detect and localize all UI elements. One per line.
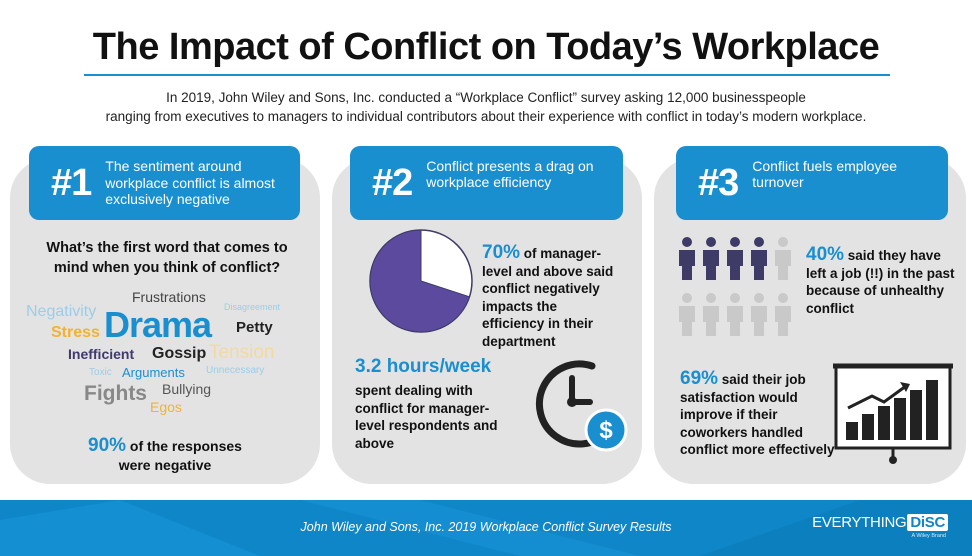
word-disagreement: Disagreement xyxy=(224,302,281,312)
brand-right: DiSC xyxy=(907,514,948,531)
word-bullying: Bullying xyxy=(162,381,212,397)
word-toxic: Toxic xyxy=(89,367,112,378)
intro-text: In 2019, John Wiley and Sons, Inc. condu… xyxy=(40,88,932,126)
word-stress: Stress xyxy=(51,324,100,341)
page-title: The Impact of Conflict on Today’s Workpl… xyxy=(92,26,880,68)
turnover-text: said they have left a job (!!) in the pa… xyxy=(806,248,955,316)
brand-sub: A Wiley Brand xyxy=(911,533,946,539)
title-divider xyxy=(84,74,890,76)
person-icon xyxy=(751,293,767,336)
word-tension: Tension xyxy=(209,342,275,363)
word-unnecessary: Unnecessary xyxy=(206,365,265,376)
satisfaction-stat: 69% said their job satisfaction would im… xyxy=(680,368,840,459)
word-gossip: Gossip xyxy=(152,345,207,362)
turnover-stat: 40% said they have left a job (!!) in th… xyxy=(806,244,956,317)
pie-slice-70 xyxy=(369,229,471,333)
person-icon xyxy=(679,237,695,280)
word-inefficient: Inefficient xyxy=(68,346,135,362)
person-icon xyxy=(775,293,791,336)
word-petty: Petty xyxy=(236,319,273,336)
people-icon-grid xyxy=(679,237,791,336)
panel-3-heading: Conflict fuels employee turnover xyxy=(752,157,898,191)
person-icon xyxy=(727,237,743,280)
panel-1-number: #1 xyxy=(51,161,92,204)
satisfaction-value: 69% xyxy=(680,368,719,389)
negative-responses-value: 90% xyxy=(88,435,127,456)
svg-text:$: $ xyxy=(599,417,613,444)
panel-1-header: #1 The sentiment around workplace confli… xyxy=(29,146,300,220)
panel-2-heading: Conflict presents a drag on workplace ef… xyxy=(426,157,594,191)
footer-banner: John Wiley and Sons, Inc. 2019 Workplace… xyxy=(0,500,972,556)
brand-logo: EVERYTHING DiSC xyxy=(812,514,948,531)
person-icon xyxy=(727,293,743,336)
person-icon xyxy=(703,237,719,280)
word-egos: Egos xyxy=(150,399,182,415)
hours-text: spent dealing with conflict for manager-… xyxy=(355,383,498,451)
clock-money-icon: $ xyxy=(535,360,628,452)
word-arguments: Arguments xyxy=(122,365,185,380)
panel-1-heading: The sentiment around workplace conflict … xyxy=(105,158,275,208)
word-fights: Fights xyxy=(84,382,147,405)
growth-chart-board-icon xyxy=(833,363,953,464)
person-icon xyxy=(775,237,791,280)
satisfaction-text: said their job satisfaction would improv… xyxy=(680,372,835,457)
efficiency-value: 70% xyxy=(482,242,521,263)
negative-responses-text-2: were negative xyxy=(118,457,212,473)
negative-responses-stat: 90% of the responses were negative xyxy=(50,436,280,475)
brand-left: EVERYTHING xyxy=(812,514,907,531)
word-frustrations: Frustrations xyxy=(132,289,206,305)
hours-value: 3.2 hours/week xyxy=(355,356,492,377)
negative-responses-text-1: of the responses xyxy=(126,438,242,454)
person-icon xyxy=(703,293,719,336)
panel-3-number: #3 xyxy=(698,161,739,204)
conflict-question: What’s the first word that comes to mind… xyxy=(46,240,288,276)
person-icon xyxy=(751,237,767,280)
efficiency-stat: 70% of manager-level and above said conf… xyxy=(482,242,622,350)
word-negativity: Negativity xyxy=(26,303,97,320)
word-drama: Drama xyxy=(104,304,212,345)
panel-3-header: #3 Conflict fuels employee turnover xyxy=(676,146,948,220)
footer-text: John Wiley and Sons, Inc. 2019 Workplace… xyxy=(300,520,672,534)
turnover-value: 40% xyxy=(806,244,845,265)
panel-2-number: #2 xyxy=(372,161,413,204)
intro-line-2: ranging from executives to managers to i… xyxy=(105,109,867,124)
person-icon xyxy=(679,293,695,336)
efficiency-pie-chart xyxy=(369,229,473,333)
intro-line-1: In 2019, John Wiley and Sons, Inc. condu… xyxy=(166,90,806,105)
panel-2-header: #2 Conflict presents a drag on workplace… xyxy=(350,146,623,220)
efficiency-text: of manager-level and above said conflict… xyxy=(482,246,614,349)
footer-pattern xyxy=(0,500,972,556)
